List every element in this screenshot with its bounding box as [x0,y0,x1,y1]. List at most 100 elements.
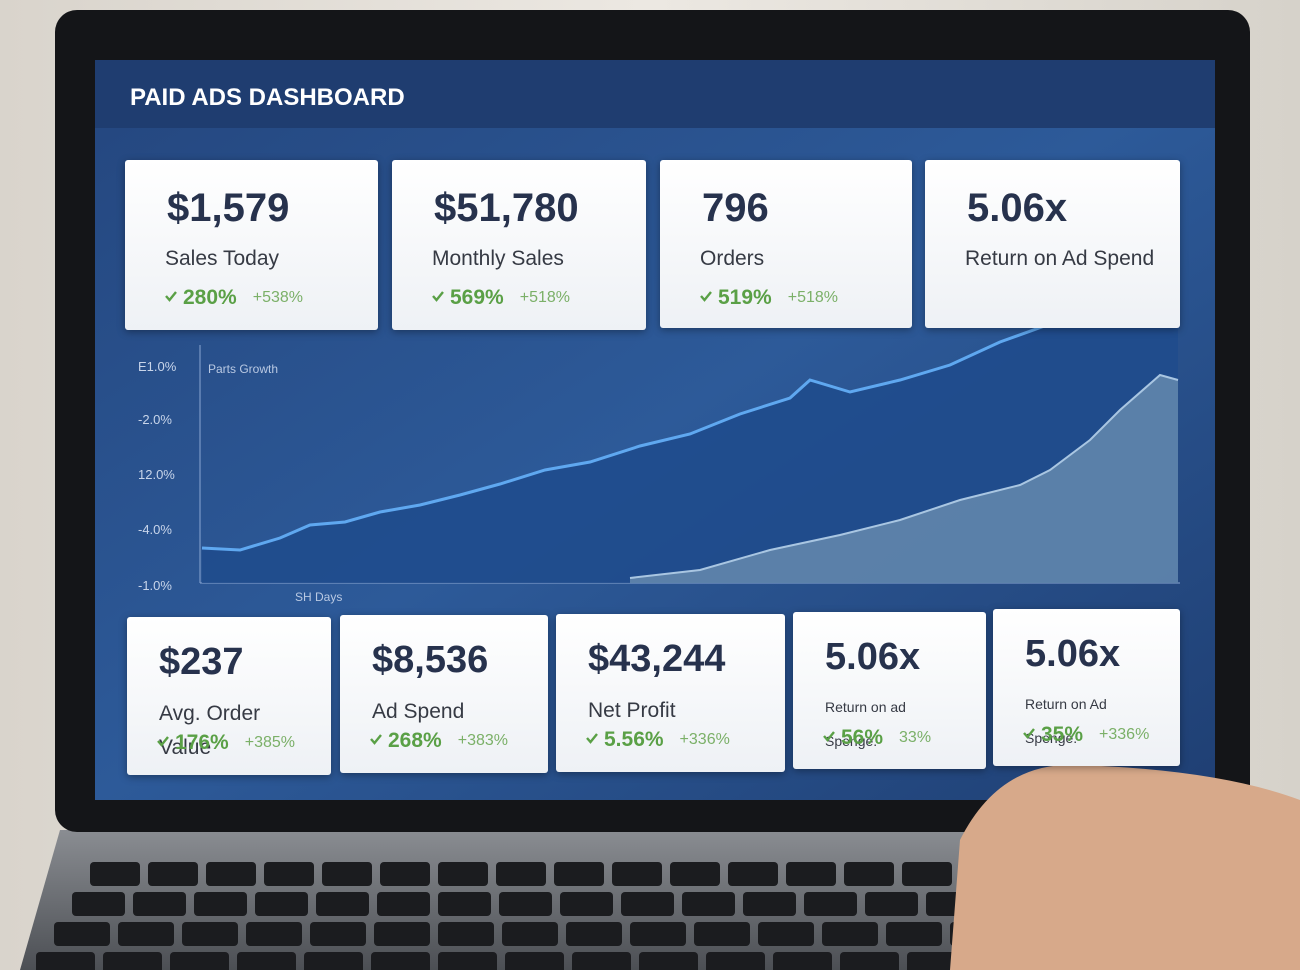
key [182,922,238,946]
kpi-change: 35% [1041,723,1084,746]
key [786,862,836,886]
y-tick-label: -2.0% [138,412,172,427]
check [157,734,169,752]
key [572,952,631,970]
dashboard-title: PAID ADS DASHBOARD [130,84,405,111]
key [206,862,256,886]
kpi-value: 5.06x [1025,633,1121,675]
kpi-card: 5.06x Return on ad Spenge. 56% 33% [793,612,986,769]
key [773,952,832,970]
check [586,731,598,749]
key [72,892,125,916]
key [706,952,765,970]
key [554,862,604,886]
kpi-value: 796 [702,186,769,230]
key [743,892,796,916]
change-row: 56% 33% [823,726,931,750]
key [496,862,546,886]
key [560,892,613,916]
check-icon [1023,728,1035,739]
key [630,922,686,946]
key [682,892,735,916]
check [700,289,712,307]
key [438,862,488,886]
key [639,952,698,970]
y-tick-label: 12.0% [138,467,175,482]
change-row: 268% +383% [370,729,508,753]
check-icon [165,291,177,302]
key [694,922,750,946]
check [165,289,177,307]
kpi-secondary: +385% [244,734,295,751]
key [840,952,899,970]
header-bar [95,60,1215,128]
key [865,892,918,916]
kpi-label: Net Profit [588,699,676,722]
key [438,952,497,970]
key [316,892,369,916]
kpi-secondary: +518% [787,289,838,306]
key [438,922,494,946]
check-icon [370,734,382,745]
check-icon [700,291,712,302]
kpi-secondary: +538% [252,289,303,306]
key [118,922,174,946]
key [310,922,366,946]
kpi-secondary: +336% [679,731,730,748]
hand [950,764,1300,970]
kpi-card: $43,244 Net Profit 5.56% +336% [556,614,785,772]
key [612,862,662,886]
key [194,892,247,916]
key [844,862,894,886]
y-tick-label: E1.0% [138,359,177,374]
key [246,922,302,946]
key [170,952,229,970]
change-row: 176% +385% [157,731,295,755]
kpi-secondary: +518% [519,289,570,306]
kpi-label: Sales Today [165,247,280,270]
kpi-value: $51,780 [434,186,579,230]
key [670,862,720,886]
check-icon [157,736,169,747]
kpi-secondary: +336% [1099,726,1150,743]
kpi-value: $43,244 [588,638,726,680]
check [1023,726,1035,744]
kpi-label: Avg. Order Value [159,702,261,759]
kpi-card: $1,579 Sales Today 280% +538% [125,160,378,330]
key [374,922,430,946]
check [823,729,835,747]
kpi-card: $237 Avg. Order Value 176% +385% [127,617,331,775]
kpi-label: Orders [700,247,765,270]
kpi-card: $8,536 Ad Spend 268% +383% [340,615,548,773]
kpi-card: $51,780 Monthly Sales 569% +518% [392,160,646,330]
kpi-change: 569% [450,286,504,309]
key [804,892,857,916]
change-row: 35% +336% [1023,723,1149,747]
kpi-label: Monthly Sales [432,247,564,270]
kpi-card: 5.06x Return on Ad Spenge. 35% +336% [993,609,1180,766]
kpi-secondary: 33% [899,729,932,746]
kpi-value: $8,536 [372,639,489,681]
kpi-change: 56% [841,726,884,749]
key [886,922,942,946]
key [133,892,186,916]
key [237,952,296,970]
kpi-change: 5.56% [604,728,664,751]
key [499,892,552,916]
kpi-card: 796 Orders 519% +518% [660,160,912,328]
key [371,952,430,970]
area-lower [630,375,1178,583]
y-tick-label: -1.0% [138,578,172,593]
change-row: 280% +538% [165,286,303,310]
kpi-label: Ad Spend [372,700,465,723]
line-lower [629,373,1179,579]
check-icon [586,733,598,744]
key [36,952,95,970]
key [148,862,198,886]
kpi-change: 268% [388,729,442,752]
kpi-change: 176% [175,731,229,754]
key [322,862,372,886]
key [502,922,558,946]
kpi-value: $1,579 [167,186,290,230]
